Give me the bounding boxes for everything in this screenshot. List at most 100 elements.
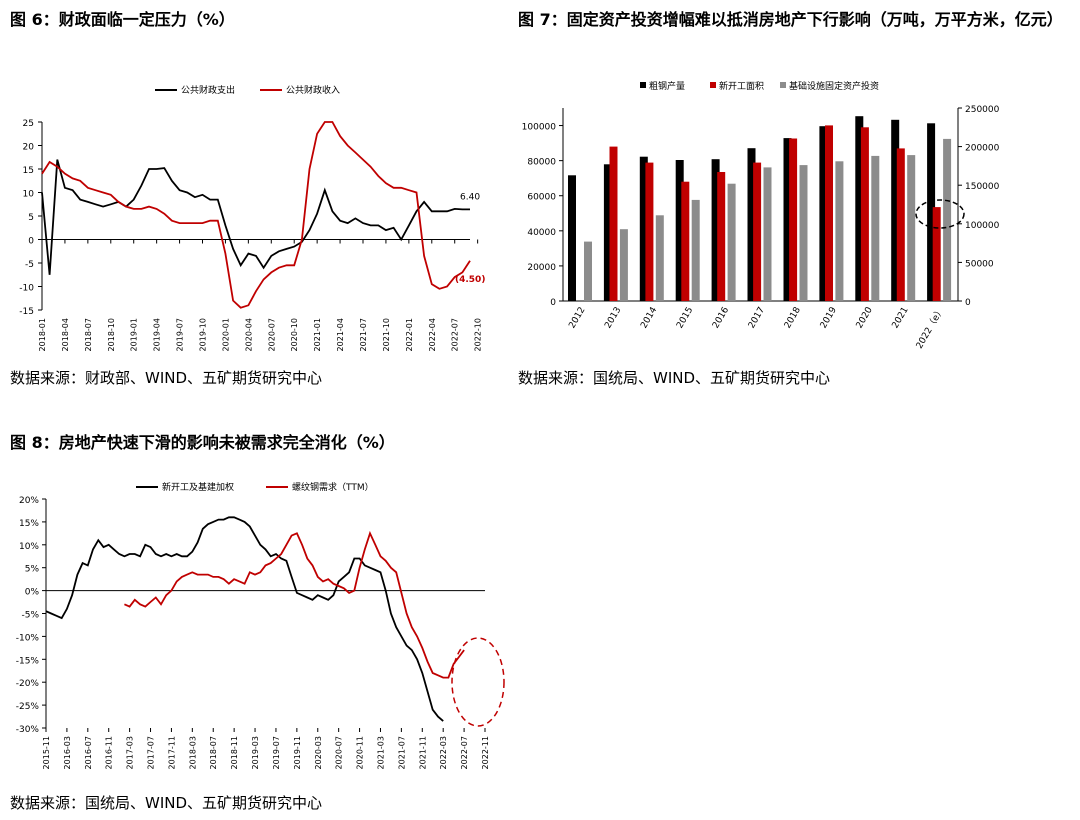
chart7-bar-基础设施固定资产投资 [691,199,700,301]
chart8-x-tick-label: 2018-11 [230,736,239,769]
chart7-bar-粗钢产量 [568,175,576,301]
chart7-left-tick-label: 40000 [527,228,556,238]
chart7-bar-粗钢产量 [639,156,648,301]
chart7-legend-label: 粗钢产量 [649,80,685,92]
chart7-x-tick-label: 2015 [675,306,695,331]
chart7-x-tick-label: 2016 [711,305,731,330]
figure7-source: 数据来源：国统局、WIND、五矿期货研究中心 [518,369,831,387]
chart6-x-tick-label: 2020-04 [244,318,253,351]
chart8-x-tick-label: 2020-11 [356,736,365,769]
chart6-x-tick-label: 2020-10 [290,318,299,351]
chart7-bar-基础设施固定资产投资 [799,165,808,301]
chart7-bar-粗钢产量 [711,159,720,301]
chart8-x-tick-label: 2020-07 [335,736,344,769]
chart8-x-tick-label: 2022-11 [481,736,490,769]
chart7-bar-基础设施固定资产投资 [871,155,880,301]
chart6-series-2 [41,121,471,309]
chart7-left-tick-label: 20000 [527,263,556,273]
chart8-series-1 [45,516,444,722]
figure7-title: 图 7：固定资产投资增幅难以抵消房地产下行影响（万吨，万平方米，亿元） [518,10,1063,29]
chart7-x-tick-label: 2013 [603,306,623,331]
chart6-x-tick-label: 2021-01 [313,318,322,351]
chart8-y-tick-label: -25% [16,702,40,712]
chart7-bar-基础设施固定资产投资 [943,138,952,301]
chart6-y-tick-label: 25 [23,119,34,129]
chart8-y-tick-label: -30% [16,725,40,735]
chart8-x-tick-label: 2016-03 [63,736,72,769]
chart7-legend-label: 基础设施固定资产投资 [789,80,879,92]
chart8-x-tick-label: 2017-03 [126,736,135,769]
figure6-source: 数据来源：财政部、WIND、五矿期货研究中心 [10,369,323,387]
chart6-y-tick-label: -10 [19,284,34,294]
chart8-x-tick-label: 2017-07 [147,736,156,769]
chart8-x-tick-label: 2018-03 [188,736,197,769]
chart7-bar-新开工面积 [681,181,690,301]
chart6-x-tick-label: 2018-01 [38,318,47,351]
chart8-legend-label: 新开工及基建加权 [162,481,234,493]
chart8-y-tick-label: -5% [21,611,39,621]
chart7-legend-swatch [780,82,786,88]
chart7-bar-粗钢产量 [819,126,828,301]
chart7-bar-新开工面积 [609,146,618,301]
chart7-bar-新开工面积 [717,172,726,301]
chart8-y-tick-label: 20% [19,496,39,506]
chart7-right-tick-label: 100000 [965,221,1000,231]
chart8-x-tick-label: 2019-07 [272,736,281,769]
chart7-x-tick-label: 2017 [747,306,767,331]
chart8-series-2 [124,530,465,679]
chart7-bar-基础设施固定资产投资 [619,229,628,301]
chart6-series-1 [41,159,470,275]
chart8-y-tick-label: -10% [16,633,40,643]
chart6-x-tick-label: 2018-07 [84,318,93,351]
chart6-x-tick-label: 2022-10 [474,318,483,351]
chart8-y-tick-label: -15% [16,656,40,666]
chart7-bar-基础设施固定资产投资 [835,161,844,301]
chart8-y-tick-label: -20% [16,679,40,689]
chart8-x-tick-label: 2016-11 [105,736,114,769]
chart7-right-tick-label: 150000 [965,182,1000,192]
chart7-bar-新开工面积 [896,148,905,301]
figure8-source: 数据来源：国统局、WIND、五矿期货研究中心 [10,794,323,812]
chart7-legend-swatch [710,82,716,88]
chart7-x-tick-label: 2012 [567,306,587,331]
chart6-y-tick-label: 15 [23,166,34,176]
chart6-x-tick-label: 2019-04 [153,318,162,351]
chart7-bar-粗钢产量 [891,119,900,301]
chart7-right-tick-label: 200000 [965,144,1000,154]
chart7-bar-新开工面积 [753,162,762,301]
chart6-annotation-revenue: (4.50) [455,275,485,285]
chart8-y-tick-label: 5% [25,565,40,575]
chart6-x-tick-label: 2019-07 [176,318,185,351]
chart8-x-tick-label: 2017-11 [167,736,176,769]
chart6-y-tick-label: 0 [28,237,34,247]
chart7-bar-新开工面积 [789,138,798,301]
chart8-plot: 20% 15% 10% 5% 0% -5% -10% -15% -20% -25% -30%2015… [16,481,505,769]
chart7-bar-新开工面积 [825,125,833,302]
chart7-bar-粗钢产量 [927,123,936,301]
chart6-y-tick-label: 10 [23,190,35,200]
chart6-x-tick-label: 2019-10 [199,318,208,351]
chart7-bar-新开工面积 [645,162,654,301]
chart6-x-tick-label: 2022-01 [405,318,414,351]
chart7-legend-label: 新开工面积 [719,80,764,92]
chart7-x-tick-label: 2020 [855,305,875,330]
chart6-y-tick-label: -5 [25,260,34,270]
chart6-x-tick-label: 2022-07 [451,318,460,351]
chart7-x-tick-label: 2014 [639,305,659,330]
chart8-x-tick-label: 2015-11 [42,736,51,769]
chart7-bar-基础设施固定资产投资 [655,215,664,301]
chart6-annotation-expenditure: 6.40 [460,192,480,202]
chart6-x-tick-label: 2019-01 [130,318,139,351]
chart8-y-tick-label: 15% [19,519,39,529]
chart6-plot: -15 -10 -5 0 5 10 15 20 25 2018-01 2018-04 2018-07 2… [19,84,485,351]
chart8-y-tick-label: 10% [19,542,39,552]
chart8-x-tick-label: 2019-11 [293,736,302,769]
chart7-right-tick-label: 0 [965,298,971,308]
chart8-x-tick-label: 2019-03 [251,736,260,769]
chart8-x-tick-label: 2022-03 [439,736,448,769]
chart6-legend-label: 公共财政支出 [181,84,235,96]
chart6-y-tick-label: 20 [23,143,35,153]
chart8-highlight-ellipse [451,637,505,727]
chart6-y-tick-label: 5 [28,213,34,223]
chart7-right-tick-label: 50000 [965,259,994,269]
